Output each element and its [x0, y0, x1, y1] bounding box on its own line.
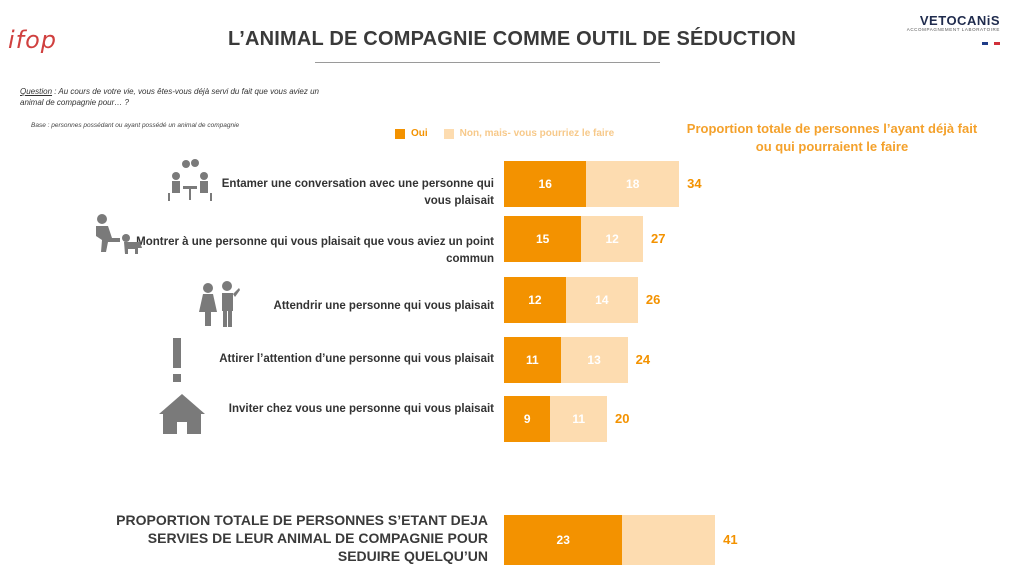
summary-total: 41	[723, 532, 738, 547]
title-divider	[315, 62, 660, 63]
bar-total-2: 26	[645, 292, 661, 307]
bar-total-3: 24	[635, 352, 651, 367]
row-label-4: Inviter chez vous une personne qui vous …	[228, 403, 494, 415]
bar-total-1: 27	[651, 231, 666, 246]
legend-oui-swatch	[395, 128, 405, 139]
vetocanis-brand: VETOCANiS	[919, 13, 1000, 28]
bar-total-0: 34	[687, 176, 702, 191]
bar-total-4: 20	[615, 411, 630, 426]
bar-oui-4: 9	[504, 396, 551, 442]
conversation-icon	[168, 159, 212, 201]
bar-non-1: 12	[581, 216, 644, 262]
bar-non-4: 11	[550, 396, 607, 442]
vetocanis-subtitle: ACCOMPAGNEMENT LABORATOIRE	[906, 27, 1000, 32]
base-note: Base : personnes possédant ou ayant poss…	[31, 122, 240, 129]
total-header: Proportion totale de personnes l’ayant d…	[686, 121, 978, 154]
bar-non-0: 18	[586, 161, 680, 207]
question-label: Question	[20, 87, 53, 96]
couple-icon	[199, 281, 240, 327]
summary-bar-oui: 23	[504, 515, 623, 565]
bar-oui-3: 11	[504, 337, 561, 383]
row-label-2: Attendrir une personne qui vous plaisait	[273, 300, 494, 312]
legend-oui-label: Oui	[411, 128, 428, 139]
summary-label: PROPORTION TOTALE DE PERSONNES S’ETANT D…	[116, 512, 488, 564]
exclamation-icon	[173, 338, 181, 382]
bar-non-2: 14	[565, 277, 638, 323]
bar-non-3: 13	[560, 337, 628, 383]
page-title: L’ANIMAL DE COMPAGNIE COMME OUTIL DE SÉD…	[227, 28, 797, 50]
bar-oui-2: 12	[504, 277, 566, 323]
legend-non: Non, mais- vous pourriez le faire	[443, 128, 615, 139]
row-label-1: Montrer à une personne qui vous plaisait…	[136, 236, 494, 265]
legend-oui: Oui	[395, 128, 428, 139]
legend-non-swatch	[443, 128, 454, 139]
vetocanis-logo: VETOCANiS ACCOMPAGNEMENT LABORATOIRE	[907, 13, 1000, 50]
summary-bar-non	[622, 515, 716, 565]
row-label-0: Entamer une conversation avec une person…	[221, 178, 494, 207]
row-label-3: Attirer l’attention d’une personne qui v…	[219, 353, 494, 365]
person-with-dog-icon	[96, 214, 142, 254]
french-flag-icon	[982, 42, 1000, 45]
legend-non-label: Non, mais- vous pourriez le faire	[459, 128, 615, 139]
bar-oui-0: 16	[504, 161, 587, 207]
house-icon	[159, 394, 205, 434]
bar-oui-1: 15	[504, 216, 582, 262]
question-text: Question : Au cours de votre vie, vous ê…	[20, 86, 320, 108]
chart-legend: Oui Non, mais- vous pourriez le faire	[395, 128, 630, 139]
question-body: : Au cours de votre vie, vous êtes-vous …	[20, 87, 319, 107]
ifop-logo: ifop	[8, 26, 58, 54]
